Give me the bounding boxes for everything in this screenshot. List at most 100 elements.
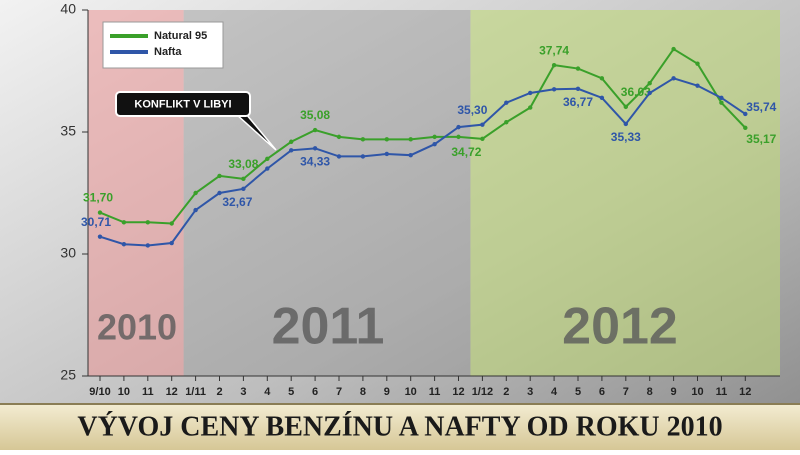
data-point (575, 86, 581, 92)
x-tick-label: 10 (405, 386, 417, 398)
data-point (312, 146, 318, 151)
data-point (432, 142, 437, 147)
data-point (599, 95, 605, 101)
y-tick-label: 25 (60, 367, 76, 383)
data-point (408, 152, 413, 158)
data-point (289, 139, 294, 144)
data-point (121, 242, 127, 247)
data-point (97, 210, 103, 215)
x-tick-label: 11 (429, 386, 441, 398)
data-point (671, 76, 676, 81)
data-point (647, 81, 652, 86)
data-point (241, 176, 246, 182)
data-point (169, 221, 174, 226)
data-point (695, 83, 700, 88)
data-label: 35,30 (457, 103, 487, 117)
data-point (456, 134, 461, 140)
data-point (169, 240, 174, 246)
data-point (504, 100, 509, 105)
series-line (99, 77, 746, 247)
title-bar (0, 404, 800, 450)
data-point (504, 120, 509, 125)
data-point (336, 154, 342, 159)
data-point (360, 154, 366, 159)
data-point (265, 156, 270, 162)
data-point (719, 100, 724, 105)
x-tick-label: 5 (288, 386, 294, 398)
x-tick-label: 7 (623, 386, 629, 398)
data-point (719, 95, 724, 101)
data-point (145, 243, 150, 248)
x-tick-label: 8 (647, 386, 653, 398)
period-band (88, 10, 184, 376)
data-point (289, 148, 294, 153)
annotation: KONFLIKT V LIBYI (134, 98, 231, 110)
data-point (145, 220, 150, 225)
period-band (183, 10, 471, 376)
x-tick-label: 10 (691, 386, 703, 398)
data-point (743, 111, 748, 117)
data-point (528, 90, 533, 96)
x-tick-label: 3 (240, 386, 246, 398)
x-tick-label: 2 (503, 386, 509, 398)
legend-box (102, 21, 224, 69)
period-label: 2010 (97, 307, 177, 348)
data-label: 35,33 (611, 130, 641, 144)
data-label: 30,71 (81, 215, 111, 229)
x-tick-label: 8 (360, 386, 366, 398)
data-point (312, 127, 318, 133)
data-point (360, 137, 366, 142)
data-point (336, 134, 342, 140)
data-point (480, 122, 485, 127)
x-tick-label: 10 (118, 386, 130, 398)
x-tick-label: 5 (575, 386, 581, 398)
data-point (384, 151, 389, 157)
data-point (241, 186, 246, 192)
x-tick-label: 7 (336, 386, 342, 398)
x-tick-label: 3 (527, 386, 533, 398)
x-tick-label: 4 (264, 386, 271, 398)
data-point (408, 137, 413, 142)
data-label: 35,08 (300, 108, 330, 122)
data-point (480, 136, 485, 142)
data-label: 37,74 (539, 43, 569, 57)
x-tick-label: 9/10 (89, 386, 110, 398)
x-tick-label: 9 (384, 386, 390, 398)
data-point (193, 190, 198, 196)
x-tick-label: 6 (599, 386, 605, 398)
data-point (217, 173, 222, 179)
data-label: 33,08 (228, 157, 258, 171)
x-tick-label: 11 (716, 386, 728, 398)
y-tick-label: 40 (60, 1, 76, 17)
data-point (97, 234, 103, 239)
data-label: 34,72 (451, 145, 481, 159)
x-tick-label: 12 (452, 386, 464, 398)
period-band (470, 10, 780, 376)
x-tick-label: 1/12 (472, 386, 493, 398)
x-tick-label: 9 (671, 386, 677, 398)
data-label: 35,74 (746, 100, 776, 114)
data-label: 34,33 (300, 155, 330, 169)
legend-label: Natural 95 (154, 30, 207, 42)
annotation-box (115, 91, 251, 117)
period-label: 2012 (562, 298, 678, 356)
chart-title: VÝVOJ CENY BENZÍNU A NAFTY OD ROKU 2010 (77, 411, 722, 442)
x-tick-label: 11 (142, 386, 154, 398)
data-point (528, 105, 533, 110)
data-point (743, 125, 748, 131)
data-point (121, 220, 127, 225)
data-label: 32,67 (222, 195, 252, 209)
data-point (599, 76, 605, 81)
x-tick-label: 12 (739, 386, 751, 398)
x-tick-label: 12 (166, 386, 178, 398)
data-point (193, 207, 198, 213)
data-point (647, 90, 652, 96)
data-point (456, 124, 461, 130)
data-point (551, 87, 557, 92)
data-point (217, 190, 222, 196)
data-point (623, 104, 628, 110)
data-point (432, 134, 437, 140)
x-tick-label: 2 (216, 386, 222, 398)
legend-label: Nafta (154, 46, 182, 58)
